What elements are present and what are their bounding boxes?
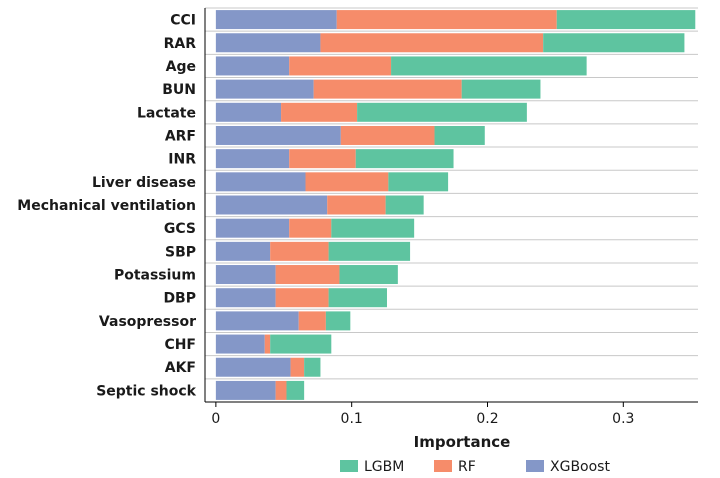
bar-segment [215,357,291,377]
bar-segment [215,10,337,30]
category-label: AKF [165,360,196,376]
bar-segment [320,33,544,53]
category-label: CCI [170,13,196,29]
category-label: Age [166,59,196,75]
bar-segment [215,33,321,53]
legend-label: RF [458,459,476,475]
x-tick-label: 0.1 [341,411,363,427]
x-tick-label: 0.3 [612,411,634,427]
category-label: GCS [164,221,196,237]
bar-segment [391,56,587,76]
bar-segment [286,380,305,400]
bar-segment [275,288,329,308]
bar-segment [215,125,341,145]
bar-segment [434,125,485,145]
bars [215,10,696,400]
bar-segment [264,334,271,354]
bar-segment [313,79,462,99]
legend-swatch [434,460,452,472]
category-label: Potassium [114,268,196,284]
category-label: BUN [162,82,196,98]
bar-segment [215,172,306,192]
category-label: Septic shock [96,383,196,399]
bar-segment [289,149,356,169]
bar-segment [556,10,696,30]
legend-label: LGBM [364,459,404,475]
bar-segment [215,149,290,169]
bar-segment [215,334,265,354]
bar-segment [298,311,326,331]
bar-segment [215,56,290,76]
x-tick-label: 0.2 [476,411,498,427]
legend-item: XGBoost [526,459,610,475]
bar-segment [336,10,557,30]
bar-segment [215,288,276,308]
bar-segment [270,334,332,354]
category-label: Vasopressor [99,314,196,330]
legend-item: LGBM [340,459,404,475]
bar-segment [215,218,290,238]
legend-item: RF [434,459,476,475]
bar-segment [275,265,340,285]
bar-segment [289,218,332,238]
bar-segment [340,125,435,145]
bar-segment [328,241,411,261]
bar-segment [304,357,321,377]
bar-segment [461,79,541,99]
bar-segment [327,195,386,215]
x-ticks: 0 0.1 0.2 0.3 [211,402,634,427]
category-label: CHF [164,337,196,353]
bar-segment [289,56,392,76]
bar-segment [215,79,314,99]
x-tick-label: 0 [211,411,220,427]
category-label: RAR [164,36,197,52]
legend-swatch [526,460,544,472]
category-label: Lactate [137,105,196,121]
bar-segment [305,172,389,192]
bar-segment [331,218,415,238]
category-label: Liver disease [92,175,196,191]
bar-segment [215,102,282,122]
bar-segment [339,265,398,285]
bar-segment [215,311,299,331]
bar-segment [328,288,387,308]
category-label: Mechanical ventilation [17,198,196,214]
bar-segment [270,241,329,261]
category-label: INR [168,152,196,168]
bar-segment [355,149,454,169]
legend-swatch [340,460,358,472]
bar-segment [543,33,685,53]
bar-segment [215,380,276,400]
x-axis-title: Importance [414,433,511,451]
category-label: DBP [163,291,196,307]
bar-segment [357,102,527,122]
bar-segment [215,265,276,285]
bar-segment [275,380,287,400]
bar-segment [325,311,351,331]
bar-segment [215,195,328,215]
bar-segment [388,172,449,192]
bar-segment [385,195,424,215]
bar-segment [215,241,271,261]
bar-segment [281,102,358,122]
category-labels: CCI RAR Age BUN Lactate ARF INR Liver disease Me… [17,13,196,400]
legend: LGBM RF XGBoost [340,459,610,475]
legend-label: XGBoost [550,459,610,475]
bar-segment [290,357,305,377]
category-label: SBP [165,244,196,260]
category-label: ARF [165,128,196,144]
